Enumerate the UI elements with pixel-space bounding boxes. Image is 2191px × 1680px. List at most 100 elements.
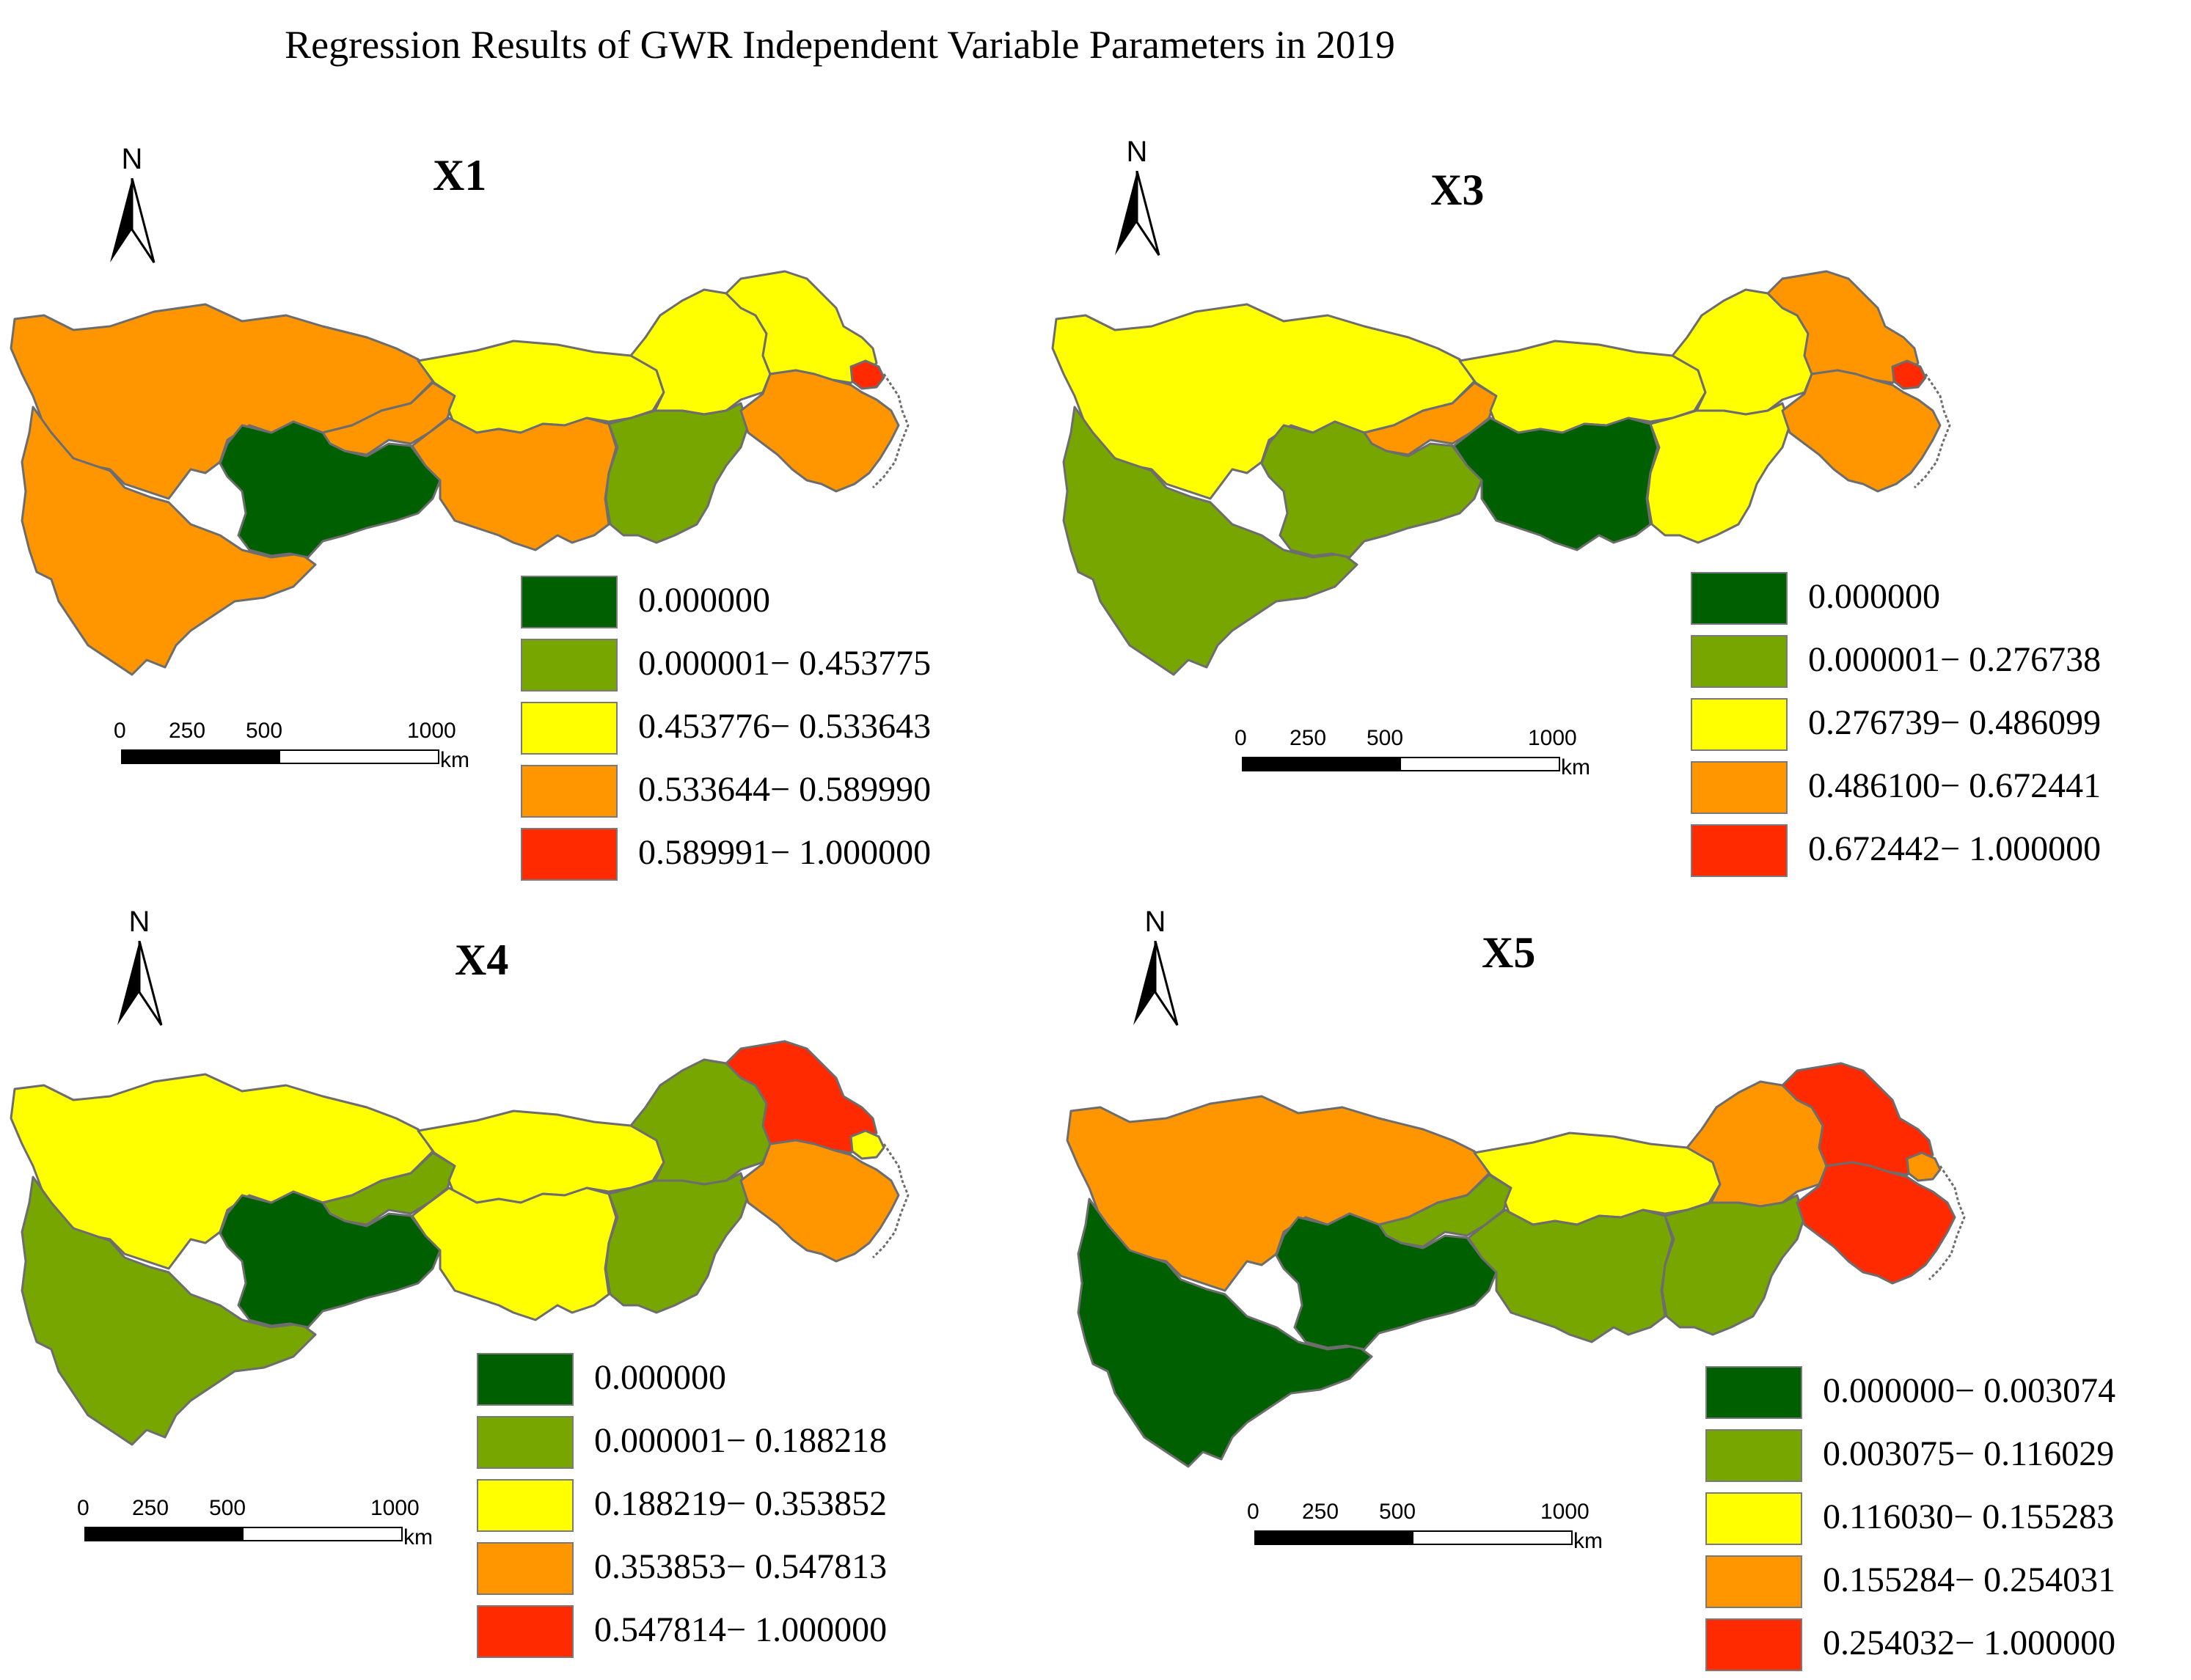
legend-label: 0.453776− 0.533643 [638, 707, 932, 746]
province-shanghai [849, 359, 885, 390]
legend-swatch [1705, 1429, 1802, 1482]
figure-title: Regression Results of GWR Independent Va… [285, 23, 1395, 67]
legend-item: 0.254032− 1.000000 [1705, 1618, 2191, 1674]
province-hunan [1452, 417, 1659, 551]
legend-label: 0.000000 [1808, 577, 1940, 616]
legend-item: 0.116030− 0.155283 [1705, 1492, 2191, 1548]
legend-swatch [1705, 1366, 1802, 1419]
province-yunnan [1077, 1197, 1373, 1468]
scale-bar-black [1242, 757, 1400, 771]
coastline-islands [871, 1143, 910, 1259]
legend-label: 0.000000− 0.003074 [1823, 1371, 2116, 1410]
province-guizhou [1260, 420, 1483, 559]
province-yunnan [21, 406, 317, 676]
legend-item: 0.276739− 0.486099 [1691, 698, 2191, 754]
legend-swatch [1691, 824, 1788, 877]
legend-label: 0.533644− 0.589990 [638, 770, 932, 809]
legend-item: 0.533644− 0.589990 [521, 765, 1034, 821]
legend-swatch [521, 702, 618, 755]
north-arrow-icon: N [1108, 136, 1166, 260]
province-guizhou [219, 1190, 442, 1329]
province-zhejiang [1781, 369, 1942, 493]
scale-tick-label: 1000 [1540, 1500, 1590, 1524]
scale-bar: 0 250 500 1000 km [1235, 726, 1616, 785]
legend-label: 0.486100− 0.672441 [1808, 766, 2102, 805]
legend-swatch [1691, 761, 1788, 814]
scale-bar: 0 250 500 1000 km [1247, 1500, 1628, 1558]
legend-item: 0.000001− 0.276738 [1691, 635, 2191, 691]
scale-bar-white [242, 1527, 403, 1541]
coastline-islands [1913, 373, 1951, 489]
scale-unit: km [403, 1525, 433, 1549]
scale-tick-label: 0 [77, 1496, 89, 1520]
scale-bar: 0 250 500 1000 km [77, 1496, 458, 1555]
panel-title: X3 [1430, 166, 1485, 214]
legend-item: 0.486100− 0.672441 [1691, 761, 2191, 817]
legend-item: 0.000001− 0.453775 [521, 639, 1034, 694]
legend-label: 0.254032− 1.000000 [1823, 1624, 2116, 1662]
legend-swatch [1705, 1618, 1802, 1671]
legend-swatch [521, 639, 618, 692]
legend-swatch [1691, 572, 1788, 625]
scale-bar-black [121, 749, 279, 764]
legend-label: 0.589991− 1.000000 [638, 833, 932, 872]
scale-bar-black [84, 1527, 242, 1541]
province-shanghai [849, 1129, 885, 1160]
province-yunnan [1062, 406, 1358, 676]
panel-x3: X3 N 0 250 500 1000 km 0.000000 0.000001− 0.2767… [1012, 132, 2186, 909]
legend-item: 0.672442− 1.000000 [1691, 824, 2191, 880]
north-arrow-icon: N [103, 143, 161, 268]
scale-tick-label: 250 [1302, 1500, 1339, 1524]
province-zhejiang [739, 1139, 900, 1263]
legend-label: 0.003075− 0.116029 [1823, 1434, 2115, 1473]
legend-label: 0.000001− 0.276738 [1808, 640, 2102, 679]
legend-swatch [477, 1353, 574, 1406]
scale-bar-white [1400, 757, 1560, 771]
province-jiangxi [604, 1172, 750, 1314]
legend-swatch [521, 765, 618, 818]
scale-bar: 0 250 500 1000 km [114, 719, 495, 777]
province-shanghai [1906, 1151, 1942, 1182]
legend-swatch [521, 828, 618, 881]
scale-tick-label: 500 [246, 719, 283, 743]
province-jiangxi [604, 402, 750, 544]
north-label: N [128, 906, 150, 938]
legend-label: 0.276739− 0.486099 [1808, 703, 2102, 742]
province-zhejiang [1796, 1161, 1956, 1285]
legend-swatch [477, 1416, 574, 1469]
scale-tick-label: 1000 [407, 719, 456, 743]
legend-label: 0.000001− 0.188218 [594, 1421, 888, 1460]
legend-swatch [1705, 1555, 1802, 1608]
scale-bar-white [1412, 1530, 1573, 1545]
scale-tick-label: 1000 [1528, 726, 1577, 750]
north-arrow-icon: N [110, 906, 169, 1030]
legend-swatch [1691, 635, 1788, 688]
province-map [10, 1040, 910, 1446]
scale-bar-white [279, 749, 439, 764]
province-map [1066, 1062, 1966, 1468]
province-guizhou [219, 420, 442, 559]
legend-item: 0.003075− 0.116029 [1705, 1429, 2191, 1485]
legend-label: 0.000000 [594, 1358, 726, 1397]
north-label: N [1126, 136, 1148, 168]
province-hunan [1467, 1208, 1674, 1343]
north-arrow-icon: N [1126, 906, 1185, 1030]
legend-label: 0.155284− 0.254031 [1823, 1560, 2116, 1599]
province-yunnan [21, 1175, 317, 1446]
legend-swatch [521, 576, 618, 628]
scale-tick-label: 500 [1367, 726, 1404, 750]
scale-tick-label: 500 [209, 1496, 246, 1520]
legend-item: 0.453776− 0.533643 [521, 702, 1034, 758]
north-label: N [1144, 906, 1166, 938]
coastline-islands [1928, 1165, 1966, 1281]
legend-item: 0.188219− 0.353852 [477, 1479, 990, 1535]
panel-x4: X4 N 0 250 500 1000 km 0.000000 0.000001− 0.1882… [0, 902, 1064, 1679]
north-label: N [121, 143, 143, 175]
legend-label: 0.547814− 1.000000 [594, 1610, 888, 1649]
scale-tick-label: 250 [1290, 726, 1327, 750]
legend-item: 0.000000 [521, 576, 1034, 631]
legend-item: 0.353853− 0.547813 [477, 1542, 990, 1598]
legend-swatch [1705, 1492, 1802, 1545]
province-hunan [411, 1186, 618, 1321]
scale-tick-label: 250 [169, 719, 206, 743]
